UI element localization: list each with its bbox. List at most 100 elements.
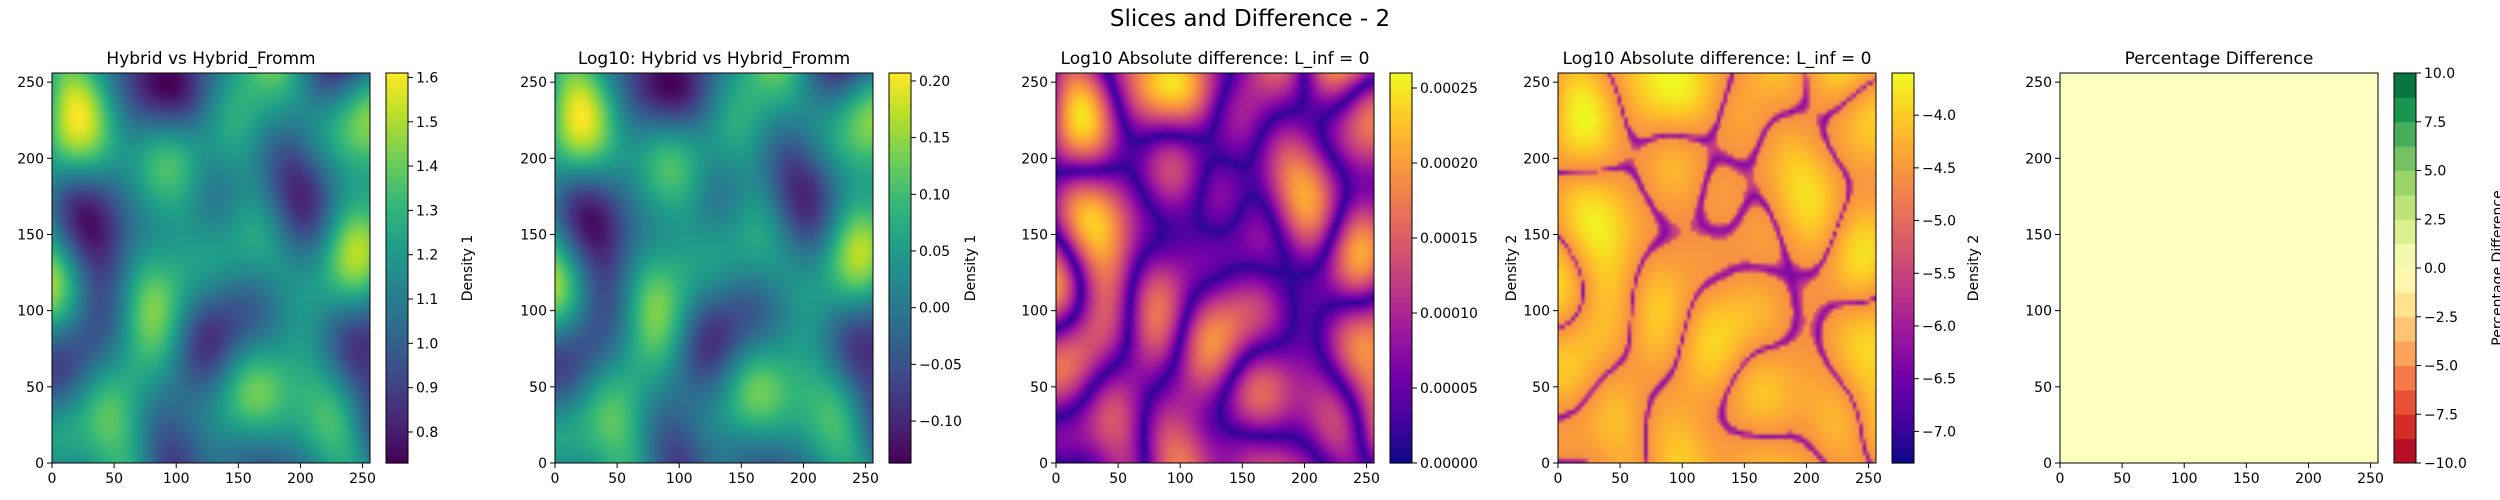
colorbar-segment: [889, 375, 911, 380]
colorbar-segment: [889, 138, 911, 142]
colorbar-segment: [1892, 242, 1914, 246]
colorbar-segment: [386, 352, 408, 357]
colorbar-segment: [386, 134, 408, 139]
colorbar-segment: [386, 381, 408, 386]
colorbar-segment: [1390, 151, 1412, 155]
x-tick-label: 0: [2056, 471, 2065, 487]
colorbar-segment: [1892, 212, 1914, 217]
colorbar-segment: [1892, 355, 1914, 360]
x-tick-label: 250: [2357, 471, 2384, 487]
colorbar-segment: [386, 167, 408, 172]
colorbar-segment: [1390, 310, 1412, 315]
colorbar-segment: [1892, 258, 1914, 263]
colorbar-segment: [889, 420, 911, 425]
panel-3: Log10 Absolute difference: L_inf = 0 0 50 1…: [1021, 49, 1520, 487]
colorbar-tick-label: −5.5: [1922, 266, 1956, 282]
colorbar-segment: [1892, 154, 1914, 159]
colorbar-segment: [1390, 190, 1412, 194]
x-tick-label: 0: [48, 471, 57, 487]
colorbar-segment: [386, 245, 408, 250]
colorbar-segment: [1390, 199, 1412, 204]
colorbar-segment: [386, 118, 408, 123]
colorbar-segment: [889, 443, 911, 448]
colorbar-segment: [1390, 430, 1412, 435]
colorbar-segment: [1892, 108, 1914, 113]
colorbar-segment: [1390, 92, 1412, 97]
y-tick-label: 50: [1532, 380, 1550, 396]
colorbar-segment: [1892, 346, 1914, 350]
colorbar-segment: [386, 115, 408, 120]
colorbar-segment: [1390, 326, 1412, 331]
colorbar-segment: [1390, 212, 1412, 217]
colorbar-label: Percentage Difference: [2490, 190, 2500, 345]
x-tick-label: 250: [852, 471, 879, 487]
colorbar-segment: [386, 108, 408, 113]
colorbar-segment: [386, 378, 408, 383]
colorbar-segment: [1892, 277, 1914, 282]
colorbar-segment: [386, 183, 408, 188]
colorbar-segment: [1390, 225, 1412, 230]
colorbar-segment: [1390, 388, 1412, 393]
colorbar-segment: [1390, 316, 1412, 321]
colorbar-segment: [889, 144, 911, 149]
colorbar-segment: [1390, 248, 1412, 253]
colorbar-segment: [386, 261, 408, 266]
colorbar-segment: [1390, 203, 1412, 207]
x-tick-label: 150: [2233, 471, 2260, 487]
colorbar-segment: [1390, 235, 1412, 240]
colorbar-level: [2394, 121, 2416, 147]
colorbar-segment: [889, 235, 911, 240]
colorbar-segment: [386, 277, 408, 282]
colorbar-segment: [1892, 121, 1914, 126]
colorbar-segment: [1390, 372, 1412, 376]
colorbar-segment: [386, 177, 408, 181]
colorbar-frame: [888, 72, 912, 464]
colorbar-segment: [1390, 407, 1412, 412]
colorbar-segment: [386, 316, 408, 321]
colorbar-label: Density 2: [1504, 235, 1520, 302]
colorbar-segment: [889, 407, 911, 412]
colorbar-segment: [889, 216, 911, 220]
colorbar-segment: [1390, 102, 1412, 107]
x-tick-label: 100: [666, 471, 693, 487]
colorbar-segment: [386, 313, 408, 318]
colorbar-segment: [1892, 238, 1914, 243]
colorbar-segment: [1390, 79, 1412, 84]
colorbar-segment: [386, 128, 408, 133]
colorbar-segment: [386, 281, 408, 285]
colorbar-segment: [1892, 375, 1914, 380]
y-tick-label: 150: [1021, 227, 1048, 243]
colorbar-segment: [1892, 336, 1914, 341]
colorbar-level: [2394, 194, 2416, 220]
y-tick-label: 150: [2025, 227, 2052, 243]
colorbar-segment: [386, 342, 408, 347]
colorbar-segment: [889, 108, 911, 113]
colorbar-segment: [889, 277, 911, 282]
colorbar-segment: [386, 404, 408, 409]
y-tick-label: 150: [1523, 227, 1550, 243]
colorbar-segment: [1390, 164, 1412, 168]
colorbar-tick-label: −5.0: [1922, 214, 1956, 230]
colorbar-segment: [386, 323, 408, 328]
y-tick-label: 50: [26, 380, 44, 396]
colorbar-segment: [1892, 115, 1914, 120]
colorbar-segment: [1892, 456, 1914, 461]
colorbar-segment: [1892, 401, 1914, 406]
colorbar-segment: [889, 238, 911, 243]
colorbar-segment: [1892, 160, 1914, 165]
colorbar-segment: [386, 86, 408, 90]
colorbar-segment: [889, 456, 911, 461]
panel-title: Percentage Difference: [2125, 49, 2314, 69]
x-tick-label: 250: [349, 471, 376, 487]
figure-title: Slices and Difference - 2: [1109, 6, 1391, 32]
colorbar-segment: [386, 235, 408, 240]
colorbar-tick-label: 0.05: [919, 244, 950, 260]
colorbar-segment: [1390, 277, 1412, 282]
colorbar-segment: [1390, 271, 1412, 276]
colorbar-segment: [889, 225, 911, 230]
colorbar-segment: [889, 180, 911, 185]
y-tick-label: 150: [17, 227, 44, 243]
colorbar-tick-label: −4.5: [1922, 161, 1956, 177]
colorbar-segment: [386, 398, 408, 402]
colorbar-segment: [1390, 186, 1412, 191]
